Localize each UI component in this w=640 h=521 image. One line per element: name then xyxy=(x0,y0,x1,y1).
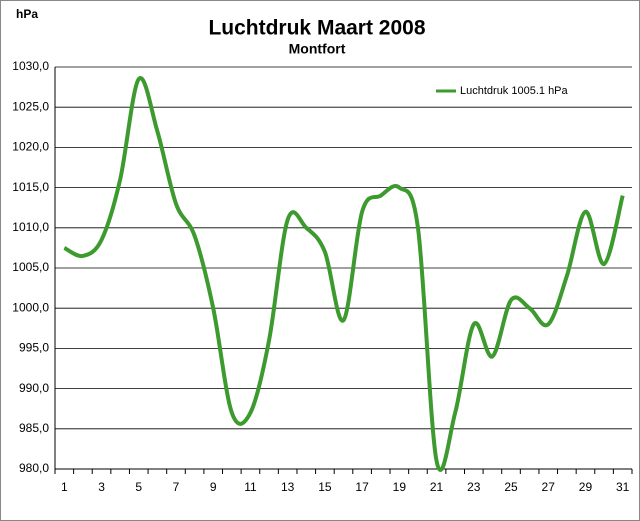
x-tick-label: 25 xyxy=(504,480,518,494)
legend-label: Luchtdruk 1005.1 hPa xyxy=(460,85,569,97)
y-tick-label: 1030,0 xyxy=(12,59,49,73)
y-tick-label: 1000,0 xyxy=(12,300,49,314)
x-tick-label: 31 xyxy=(616,480,630,494)
y-tick-label: 1005,0 xyxy=(12,260,49,274)
x-tick-label: 19 xyxy=(393,480,407,494)
y-tick-label: 1015,0 xyxy=(12,180,49,194)
x-tick-label: 13 xyxy=(281,480,295,494)
x-tick-label: 29 xyxy=(579,480,593,494)
x-tick-label: 15 xyxy=(318,480,332,494)
x-tick-label: 21 xyxy=(430,480,444,494)
x-tick-label: 7 xyxy=(173,480,180,494)
y-axis-label: hPa xyxy=(16,7,38,21)
x-tick-label: 11 xyxy=(244,480,257,494)
chart-title: Luchtdruk Maart 2008 xyxy=(208,17,425,40)
x-tick-label: 17 xyxy=(355,480,369,494)
y-tick-label: 980,0 xyxy=(19,461,49,475)
x-tick-label: 1 xyxy=(61,480,68,494)
x-tick-label: 3 xyxy=(98,480,105,494)
y-tick-label: 1010,0 xyxy=(12,220,49,234)
y-tick-label: 990,0 xyxy=(19,381,49,395)
y-tick-label: 1020,0 xyxy=(12,140,49,154)
y-tick-label: 1025,0 xyxy=(12,99,49,113)
line xyxy=(63,76,625,472)
x-tick-label: 9 xyxy=(210,480,217,494)
x-tick-label: 5 xyxy=(135,480,142,494)
y-tick-label: 995,0 xyxy=(19,341,49,355)
y-tick-label: 985,0 xyxy=(19,421,49,435)
x-tick-label: 27 xyxy=(542,480,556,494)
x-tick-label: 23 xyxy=(467,480,481,494)
chart-subtitle: Montfort xyxy=(289,41,346,57)
